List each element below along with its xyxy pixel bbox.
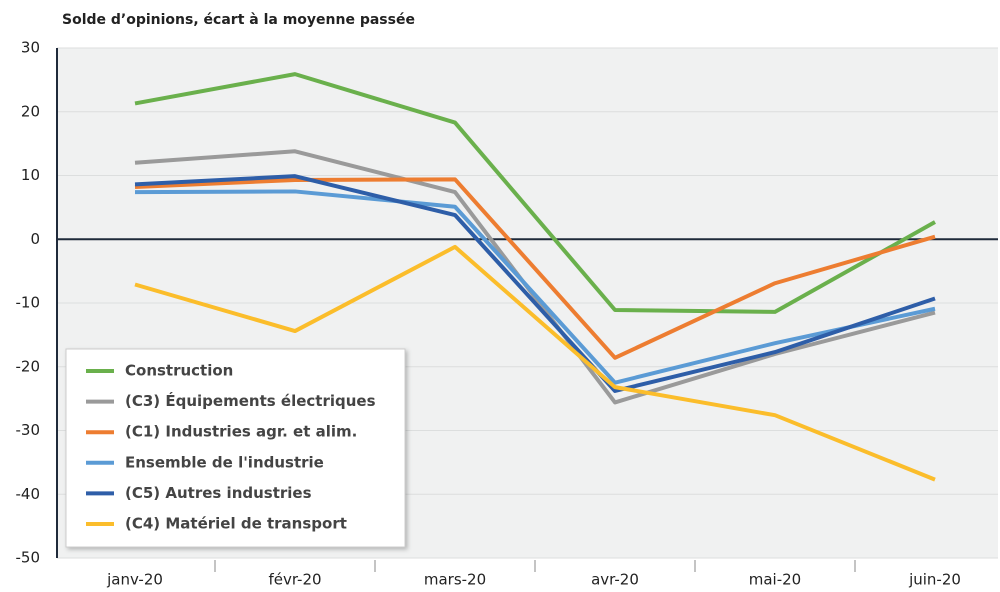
legend-label: (C5) Autres industries xyxy=(125,484,312,502)
x-tick-label: avr-20 xyxy=(591,571,639,589)
legend-label: (C3) Équipements électriques xyxy=(125,391,376,410)
series-line xyxy=(134,72,936,314)
legend-box xyxy=(65,348,406,548)
series-line xyxy=(134,189,936,385)
y-tick-label: 20 xyxy=(21,102,40,120)
y-tick-label: -40 xyxy=(16,485,41,503)
series-line xyxy=(134,177,936,360)
y-tick-label: 10 xyxy=(21,166,40,184)
x-tick-label: janv-20 xyxy=(106,571,163,589)
x-tick-label: mars-20 xyxy=(424,571,486,589)
legend-label: (C4) Matériel de transport xyxy=(125,515,347,533)
series-line xyxy=(134,244,936,482)
series-line xyxy=(134,174,936,393)
x-tick-label: févr-20 xyxy=(268,571,321,589)
y-tick-label: -50 xyxy=(16,549,41,567)
legend-label: Construction xyxy=(125,362,233,380)
chart-title: Solde d’opinions, écart à la moyenne pas… xyxy=(62,12,415,28)
y-tick-label: -10 xyxy=(16,294,41,312)
y-tick-label: 0 xyxy=(30,230,40,248)
legend-label: (C1) Industries agr. et alim. xyxy=(125,423,357,441)
y-tick-label: 30 xyxy=(21,39,40,57)
y-tick-label: -20 xyxy=(16,357,41,375)
x-tick-label: mai-20 xyxy=(749,571,801,589)
y-tick-label: -30 xyxy=(16,421,41,439)
legend-label: Ensemble de l'industrie xyxy=(125,453,324,471)
x-tick-label: juin-20 xyxy=(908,571,961,589)
